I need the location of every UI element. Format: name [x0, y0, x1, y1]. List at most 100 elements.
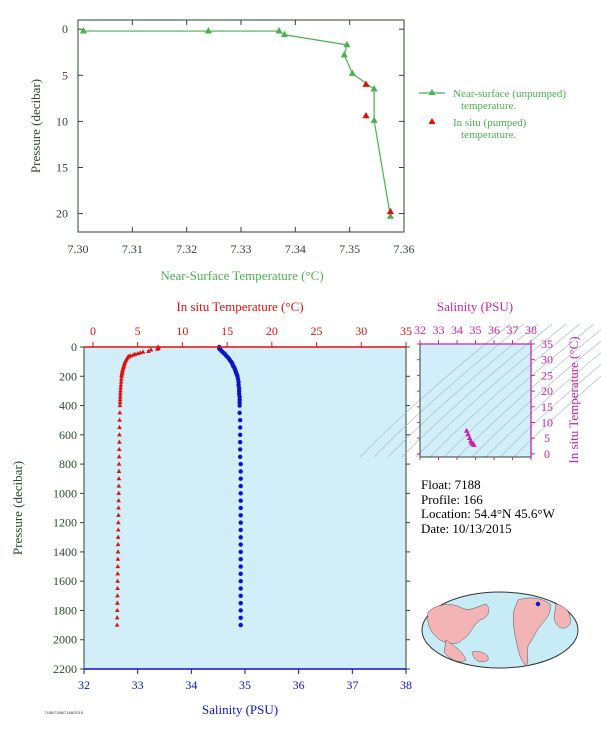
- temperature-point: [115, 571, 121, 576]
- temperature-axis-title: In situ Temperature (°C): [176, 299, 303, 314]
- temperature-point: [115, 556, 121, 561]
- ts-temperature-title: In situ Temperature (°C): [566, 336, 581, 463]
- ts-salinity-tick-label: 35: [470, 323, 482, 337]
- salinity-profile: [217, 344, 243, 628]
- density-contour: [373, 323, 525, 458]
- ts-temperature-tick-label: 30: [541, 353, 553, 367]
- salinity-tick-label: 38: [400, 678, 412, 692]
- top-y-tick-label: 5: [62, 68, 68, 82]
- salinity-point: [237, 432, 243, 438]
- ts-temperature-tick-label: 20: [541, 384, 553, 398]
- main-ticks: 0 5 10 15 20 25 30 35 32 33 34 35 36 37 38 0 200 400 600 80…: [53, 324, 412, 692]
- top-x-tick-label: 7.31: [122, 242, 143, 256]
- salinity-tick-label: 32: [78, 678, 90, 692]
- top-x-tick-label: 7.36: [394, 242, 415, 256]
- ts-temperature-tick-label: 0: [544, 447, 550, 461]
- density-contour: [485, 352, 601, 458]
- salinity-point: [238, 505, 243, 511]
- salinity-tick-label: 37: [346, 678, 358, 692]
- salinity-point: [238, 615, 243, 620]
- salinity-point: [238, 608, 243, 613]
- float-id: Float: 7188: [421, 477, 481, 492]
- temperature-point: [116, 512, 121, 517]
- top-y-tick-label: 15: [56, 160, 68, 174]
- salinity-point: [238, 483, 243, 489]
- temperature-point: [135, 350, 141, 356]
- ts-point: [463, 427, 470, 433]
- salinity-point: [238, 542, 243, 547]
- top-x-tick-label: 7.35: [339, 242, 360, 256]
- salinity-tick-label: 33: [132, 678, 144, 692]
- salinity-point: [237, 454, 243, 459]
- ts-temperature-tick-label: 10: [541, 415, 553, 429]
- top-y-axis-label: Pressure (decibar): [28, 79, 43, 173]
- density-contour: [429, 323, 581, 458]
- top-x-tick-label: 7.30: [68, 242, 89, 256]
- profile-number: Profile: 166: [421, 491, 483, 507]
- salinity-tick-label: 34: [185, 678, 197, 692]
- legend-marker-near-surface: [428, 89, 436, 95]
- salinity-point: [238, 469, 243, 474]
- salinity-axis-title: Salinity (PSU): [202, 702, 278, 717]
- temperature-tick-label: 5: [135, 324, 141, 338]
- pressure-tick-label: 1000: [53, 486, 77, 500]
- top-x-ticks: 7.30 7.31 7.32 7.33 7.34 7.35 7.36: [68, 20, 415, 256]
- temperature-point: [117, 391, 123, 396]
- in-situ-point: [362, 80, 370, 87]
- pressure-axis-title: Pressure (decibar): [10, 461, 25, 555]
- near-surface-point: [386, 212, 395, 219]
- ts-salinity-tick-label: 32: [414, 323, 426, 337]
- temperature-point: [116, 476, 122, 481]
- temperature-point: [115, 600, 120, 605]
- temperature-point: [130, 352, 136, 357]
- temperature-point: [114, 615, 120, 620]
- world-map: [421, 591, 579, 669]
- map-land-europe-africa-east: [553, 603, 571, 629]
- salinity-point: [238, 520, 243, 525]
- top-y-tick-label: 0: [62, 22, 68, 36]
- temperature-point: [114, 622, 120, 627]
- temperature-point: [115, 563, 121, 569]
- temperature-point: [117, 417, 122, 422]
- ts-salinity-tick-label: 36: [488, 323, 500, 337]
- near-surface-point: [204, 27, 212, 34]
- temperature-tick-label: 35: [400, 324, 412, 338]
- salinity-tick-label: 35: [239, 678, 251, 692]
- salinity-point: [238, 586, 243, 591]
- pressure-tick-label: 800: [59, 457, 77, 471]
- salinity-point: [238, 513, 243, 518]
- map-land-eurasia: [427, 603, 490, 644]
- top-x-axis-label: Near-Surface Temperature (°C): [160, 268, 323, 283]
- pressure-tick-label: 1600: [53, 574, 77, 588]
- temperature-point: [116, 446, 122, 452]
- salinity-tick-label: 36: [293, 678, 305, 692]
- pressure-tick-label: 400: [59, 399, 77, 413]
- temperature-tick-label: 20: [266, 324, 278, 338]
- temperature-tick-label: 25: [311, 324, 323, 338]
- near-surface-point: [340, 51, 348, 58]
- salinity-point: [237, 425, 243, 430]
- near-surface-line: [83, 30, 392, 217]
- top-x-tick-label: 7.34: [285, 242, 306, 256]
- salinity-point: [237, 447, 243, 452]
- temperature-point: [146, 348, 151, 353]
- temperature-point: [115, 585, 120, 591]
- salinity-point: [238, 476, 243, 481]
- temperature-point: [140, 349, 146, 354]
- temperature-tick-label: 10: [176, 324, 188, 338]
- temperature-point: [117, 432, 122, 437]
- near-surface-point: [275, 27, 283, 34]
- ts-temperature-tick-label: 25: [541, 368, 553, 382]
- temperature-point: [114, 607, 120, 613]
- top-y-tick-label: 10: [56, 114, 68, 128]
- ts-point: [471, 442, 477, 447]
- temperature-point: [117, 410, 123, 415]
- temperature-point: [116, 454, 122, 459]
- pressure-tick-label: 0: [71, 340, 77, 354]
- top-x-tick-label: 7.33: [231, 242, 252, 256]
- salinity-point: [238, 549, 243, 555]
- top-series: [79, 27, 395, 219]
- temperature-point: [118, 388, 123, 393]
